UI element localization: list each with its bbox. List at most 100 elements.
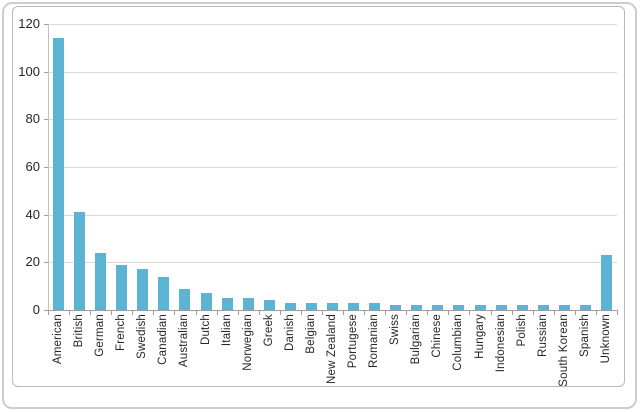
x-tick-14 bbox=[343, 311, 345, 315]
bar-italian bbox=[221, 298, 233, 310]
bar-bulgarian bbox=[411, 305, 423, 310]
x-tick-12 bbox=[300, 311, 302, 315]
bar-dutch bbox=[200, 293, 212, 310]
x-tick-19 bbox=[448, 311, 450, 315]
bar-spanish bbox=[579, 305, 591, 310]
y-tick-40 bbox=[44, 214, 48, 216]
y-label-80: 80 bbox=[25, 111, 40, 127]
x-tick-15 bbox=[364, 311, 366, 315]
x-tick-20 bbox=[469, 311, 471, 315]
x-label-german: German bbox=[94, 314, 107, 357]
x-label-portugese: Portugese bbox=[347, 314, 360, 369]
x-tick-24 bbox=[553, 311, 555, 315]
x-label-russian: Russian bbox=[536, 314, 549, 357]
x-tick-22 bbox=[511, 311, 513, 315]
x-tick-27 bbox=[617, 311, 618, 315]
x-label-polish: Polish bbox=[515, 314, 528, 347]
bar-chinese bbox=[432, 305, 444, 310]
chart-area-border bbox=[12, 6, 625, 387]
x-tick-2 bbox=[90, 311, 92, 315]
bar-russian bbox=[537, 305, 549, 310]
y-tick-120 bbox=[44, 24, 48, 25]
x-tick-1 bbox=[69, 311, 71, 315]
gridline-40 bbox=[48, 214, 617, 216]
x-tick-21 bbox=[490, 311, 492, 315]
bar-german bbox=[95, 253, 107, 310]
x-label-chinese: Chinese bbox=[431, 314, 444, 358]
x-tick-7 bbox=[195, 311, 197, 315]
x-label-new-zealand: New Zealand bbox=[326, 314, 338, 384]
bar-danish bbox=[284, 303, 296, 310]
x-tick-4 bbox=[132, 311, 134, 315]
x-label-hungary: Hungary bbox=[473, 314, 486, 359]
x-label-italian: Italian bbox=[220, 314, 233, 347]
gridline-60 bbox=[48, 167, 617, 168]
y-tick-20 bbox=[44, 262, 48, 264]
bar-norwegian bbox=[242, 298, 254, 310]
bar-belgian bbox=[305, 303, 317, 310]
y-label-0: 0 bbox=[32, 302, 40, 317]
gridline-100 bbox=[48, 71, 617, 73]
x-label-canadian: Canadian bbox=[157, 314, 170, 365]
x-label-belgian: Belgian bbox=[304, 314, 317, 354]
bar-unknown bbox=[600, 255, 612, 310]
bar-hungary bbox=[474, 305, 486, 310]
y-label-40: 40 bbox=[25, 206, 40, 222]
x-label-norwegian: Norwegian bbox=[241, 314, 254, 371]
x-label-french: French bbox=[115, 314, 128, 351]
bar-french bbox=[116, 265, 128, 310]
x-tick-26 bbox=[595, 311, 597, 315]
bar-american bbox=[53, 38, 65, 310]
bar-new-zealand bbox=[327, 303, 338, 310]
plot-area bbox=[48, 24, 617, 310]
x-tick-11 bbox=[279, 311, 281, 315]
x-label-spanish: Spanish bbox=[578, 314, 591, 357]
bar-canadian bbox=[158, 277, 170, 310]
x-label-romanian: Romanian bbox=[368, 314, 381, 369]
bar-british bbox=[74, 212, 86, 310]
x-axis-line bbox=[48, 310, 618, 311]
bar-portugese bbox=[348, 303, 360, 310]
x-label-australian: Australian bbox=[178, 314, 191, 368]
x-tick-6 bbox=[174, 311, 176, 315]
y-tick-0 bbox=[44, 310, 48, 311]
y-tick-100 bbox=[44, 71, 48, 73]
x-label-american: American bbox=[52, 314, 65, 365]
bar-romanian bbox=[369, 303, 381, 310]
x-label-unknown: Unknown bbox=[599, 314, 612, 364]
x-label-british: British bbox=[73, 314, 86, 348]
x-tick-25 bbox=[574, 311, 576, 315]
x-tick-23 bbox=[532, 311, 534, 315]
x-label-indonesian: Indonesian bbox=[494, 314, 507, 373]
gridline-20 bbox=[48, 262, 617, 264]
x-label-bulgarian: Bulgarian bbox=[410, 314, 423, 365]
x-label-greek: Greek bbox=[262, 314, 275, 347]
y-label-20: 20 bbox=[25, 254, 40, 270]
gridline-80 bbox=[48, 119, 617, 121]
x-tick-10 bbox=[258, 311, 260, 315]
x-tick-8 bbox=[216, 311, 218, 315]
gridline-120 bbox=[48, 24, 617, 25]
x-tick-9 bbox=[237, 311, 239, 315]
x-tick-3 bbox=[111, 311, 113, 315]
y-label-60: 60 bbox=[25, 159, 40, 174]
bar-greek bbox=[263, 300, 275, 310]
x-label-dutch: Dutch bbox=[199, 314, 212, 346]
bar-south-korean bbox=[558, 305, 570, 310]
bar-indonesian bbox=[495, 305, 507, 310]
y-label-100: 100 bbox=[18, 63, 40, 79]
x-label-south-korean: South Korean bbox=[557, 314, 570, 387]
bar-polish bbox=[516, 305, 528, 310]
y-axis-line bbox=[48, 24, 49, 310]
y-tick-60 bbox=[44, 167, 48, 168]
x-tick-18 bbox=[427, 311, 429, 315]
y-tick-80 bbox=[44, 119, 48, 121]
x-tick-5 bbox=[153, 311, 155, 315]
bar-swiss bbox=[390, 305, 402, 310]
y-label-120: 120 bbox=[18, 16, 40, 31]
x-label-swedish: Swedish bbox=[136, 314, 149, 359]
x-tick-17 bbox=[406, 311, 408, 315]
bar-australian bbox=[179, 289, 191, 310]
x-tick-13 bbox=[321, 311, 323, 315]
